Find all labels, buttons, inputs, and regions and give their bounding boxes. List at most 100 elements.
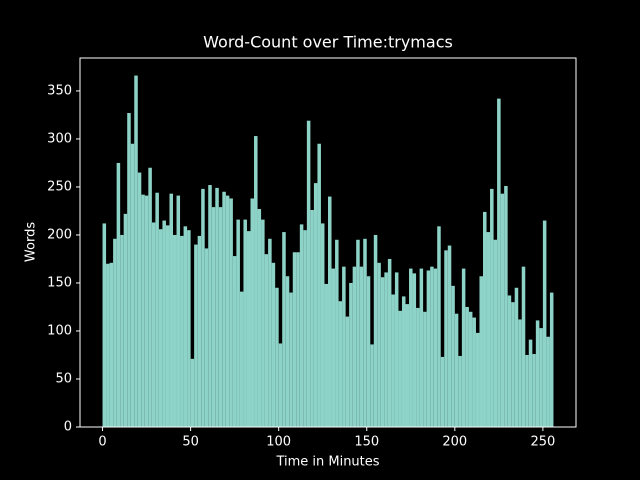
- x-tick-label: 250: [530, 435, 555, 450]
- bar: [416, 307, 420, 427]
- bar: [201, 188, 205, 427]
- bar: [437, 226, 441, 427]
- bar: [475, 332, 480, 427]
- bar: [454, 313, 459, 427]
- bar: [169, 193, 173, 427]
- bar: [313, 183, 318, 427]
- bar: [275, 287, 279, 427]
- bar: [254, 136, 258, 427]
- bar: [306, 120, 311, 428]
- y-tick-label: 0: [64, 420, 72, 435]
- bar: [285, 276, 290, 427]
- bar: [549, 292, 554, 427]
- bar: [380, 277, 385, 427]
- bar: [500, 193, 505, 427]
- bar: [546, 336, 550, 427]
- bar: [542, 220, 547, 427]
- bar: [479, 276, 483, 427]
- bar: [447, 245, 452, 427]
- bar: [250, 198, 255, 427]
- bar: [268, 238, 272, 427]
- bar: [292, 252, 297, 427]
- bar: [525, 354, 529, 427]
- bar: [521, 266, 526, 427]
- bar: [451, 285, 455, 427]
- bar: [215, 187, 219, 427]
- bar: [465, 306, 469, 427]
- bar: [356, 239, 360, 427]
- bar: [493, 239, 498, 427]
- x-tick-label: 0: [98, 435, 106, 450]
- bar: [324, 283, 328, 427]
- bar: [109, 262, 114, 427]
- bar: [504, 185, 508, 427]
- bar: [120, 234, 124, 427]
- bar: [141, 194, 145, 427]
- bar: [130, 143, 135, 427]
- bar: [190, 358, 195, 427]
- bar: [229, 198, 233, 427]
- bar: [282, 232, 286, 427]
- bar: [257, 209, 262, 427]
- bar: [173, 234, 177, 427]
- bar: [261, 219, 265, 427]
- bar: [289, 292, 293, 427]
- bar: [134, 75, 138, 428]
- bar: [401, 296, 406, 427]
- bar: [483, 211, 487, 427]
- bar: [514, 287, 519, 427]
- x-tick-label: 100: [266, 435, 291, 450]
- bar: [394, 272, 399, 427]
- bar: [303, 230, 307, 427]
- bar: [391, 294, 395, 427]
- bar: [278, 343, 283, 427]
- bar: [183, 226, 188, 427]
- bar: [155, 192, 159, 427]
- x-tick-label: 150: [354, 435, 379, 450]
- bar: [539, 328, 543, 427]
- x-tick-label: 200: [442, 435, 467, 450]
- y-tick-label: 150: [47, 275, 72, 290]
- bar: [433, 268, 438, 427]
- bar: [102, 223, 107, 427]
- bar: [349, 282, 353, 427]
- bar: [373, 234, 378, 427]
- bar: [116, 162, 121, 427]
- bar: [296, 252, 300, 427]
- bar: [335, 239, 339, 427]
- bar: [342, 266, 346, 427]
- bar: [338, 301, 343, 427]
- bar: [218, 207, 223, 427]
- x-axis-label: Time in Minutes: [275, 455, 379, 470]
- bar: [444, 250, 448, 427]
- bar: [299, 224, 304, 427]
- bar: [486, 232, 491, 427]
- bar: [236, 219, 240, 427]
- bar: [328, 196, 332, 427]
- bar: [264, 254, 269, 427]
- bar: [176, 195, 181, 427]
- bar: [144, 195, 149, 427]
- bar: [366, 276, 371, 427]
- bar: [180, 235, 184, 427]
- bar: [426, 270, 431, 427]
- bar: [246, 231, 251, 427]
- bar: [162, 220, 166, 427]
- bar: [511, 302, 515, 427]
- bar: [535, 320, 540, 427]
- bar: [423, 311, 427, 427]
- bar: [363, 238, 367, 427]
- bar: [113, 238, 117, 427]
- y-tick-label: 200: [47, 227, 72, 242]
- bar: [409, 268, 413, 427]
- bar: [208, 185, 212, 427]
- bar: [419, 268, 424, 427]
- bar: [405, 304, 410, 427]
- bar: [148, 167, 152, 427]
- bar: [165, 225, 170, 427]
- bar: [528, 339, 533, 427]
- bar: [271, 262, 276, 427]
- bar: [243, 219, 247, 427]
